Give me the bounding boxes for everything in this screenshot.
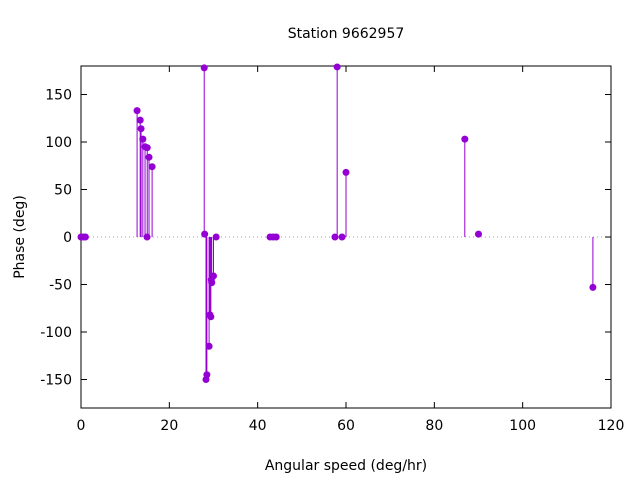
y-tick-label: 150 bbox=[45, 88, 72, 104]
data-point bbox=[208, 279, 216, 287]
y-tick-label: -50 bbox=[49, 278, 72, 294]
x-tick-label: 20 bbox=[160, 418, 178, 434]
x-tick-label: 0 bbox=[77, 418, 86, 434]
x-tick-label: 60 bbox=[337, 418, 355, 434]
data-point bbox=[205, 342, 213, 350]
data-point bbox=[338, 233, 346, 241]
y-axis-label: Phase (deg) bbox=[12, 195, 28, 279]
data-point bbox=[475, 230, 482, 238]
data-point bbox=[136, 116, 144, 124]
data-point bbox=[201, 230, 209, 238]
data-point bbox=[145, 153, 153, 161]
data-point bbox=[137, 125, 145, 133]
y-tick-label: -150 bbox=[40, 373, 72, 389]
y-tick-label: 0 bbox=[63, 230, 72, 246]
data-point bbox=[272, 233, 280, 241]
data-point bbox=[589, 283, 597, 291]
data-point bbox=[148, 163, 156, 171]
data-point bbox=[212, 233, 220, 241]
x-axis-label: Angular speed (deg/hr) bbox=[265, 458, 427, 474]
chart-title: Station 9662957 bbox=[288, 26, 405, 42]
y-tick-label: 100 bbox=[45, 135, 72, 151]
data-point bbox=[342, 168, 350, 176]
data-point bbox=[333, 63, 341, 71]
data-point bbox=[207, 313, 215, 321]
data-point bbox=[133, 107, 141, 115]
data-point bbox=[461, 135, 469, 143]
x-tick-label: 100 bbox=[509, 418, 536, 434]
x-tick-label: 40 bbox=[249, 418, 267, 434]
data-point bbox=[81, 233, 89, 241]
y-tick-label: 50 bbox=[54, 183, 72, 199]
data-point bbox=[200, 64, 208, 72]
data-point bbox=[139, 135, 147, 143]
x-tick-label: 80 bbox=[425, 418, 443, 434]
data-point bbox=[143, 144, 151, 152]
y-tick-label: -100 bbox=[40, 325, 72, 341]
data-point bbox=[210, 272, 217, 280]
x-tick-label: 120 bbox=[598, 418, 625, 434]
data-point bbox=[203, 371, 211, 379]
